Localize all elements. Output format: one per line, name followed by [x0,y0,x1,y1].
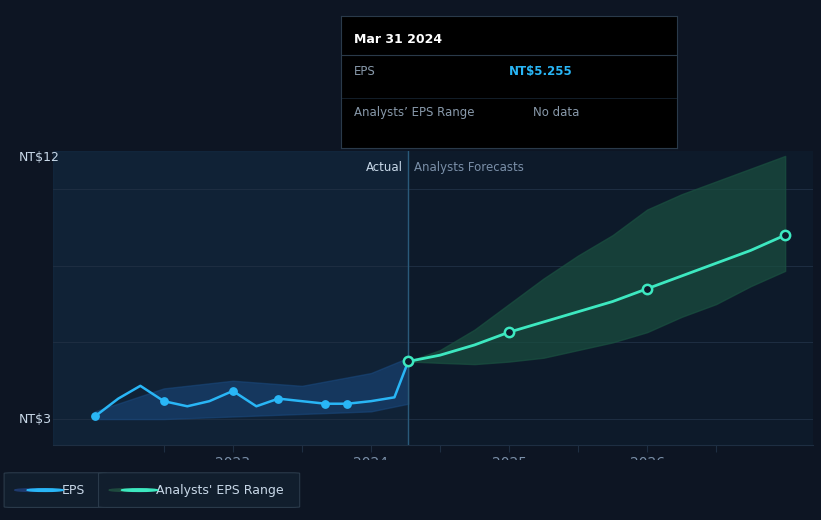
Point [158,397,171,405]
Text: NT$12: NT$12 [19,151,60,164]
Point [401,357,415,366]
Point [88,412,101,421]
Point [401,357,415,366]
Point [341,399,354,408]
Circle shape [122,489,158,491]
Circle shape [109,489,145,491]
FancyBboxPatch shape [99,473,300,508]
Text: Mar 31 2024: Mar 31 2024 [354,33,443,46]
Point [319,399,332,408]
Text: Analysts' EPS Range: Analysts' EPS Range [156,484,283,497]
Bar [53,151,408,445]
Point [502,328,516,336]
Text: Analysts Forecasts: Analysts Forecasts [414,161,524,174]
Point [227,387,240,395]
Text: No data: No data [533,106,579,119]
Point [778,231,791,239]
Circle shape [15,489,51,491]
Point [640,284,654,293]
Text: NT$3: NT$3 [19,412,53,425]
Text: NT$5.255: NT$5.255 [509,64,573,77]
Text: EPS: EPS [354,64,376,77]
Point [272,395,285,403]
FancyBboxPatch shape [4,473,107,508]
Text: Actual: Actual [365,161,402,174]
Text: Analysts’ EPS Range: Analysts’ EPS Range [354,106,475,119]
Circle shape [27,489,63,491]
Text: EPS: EPS [62,484,85,497]
